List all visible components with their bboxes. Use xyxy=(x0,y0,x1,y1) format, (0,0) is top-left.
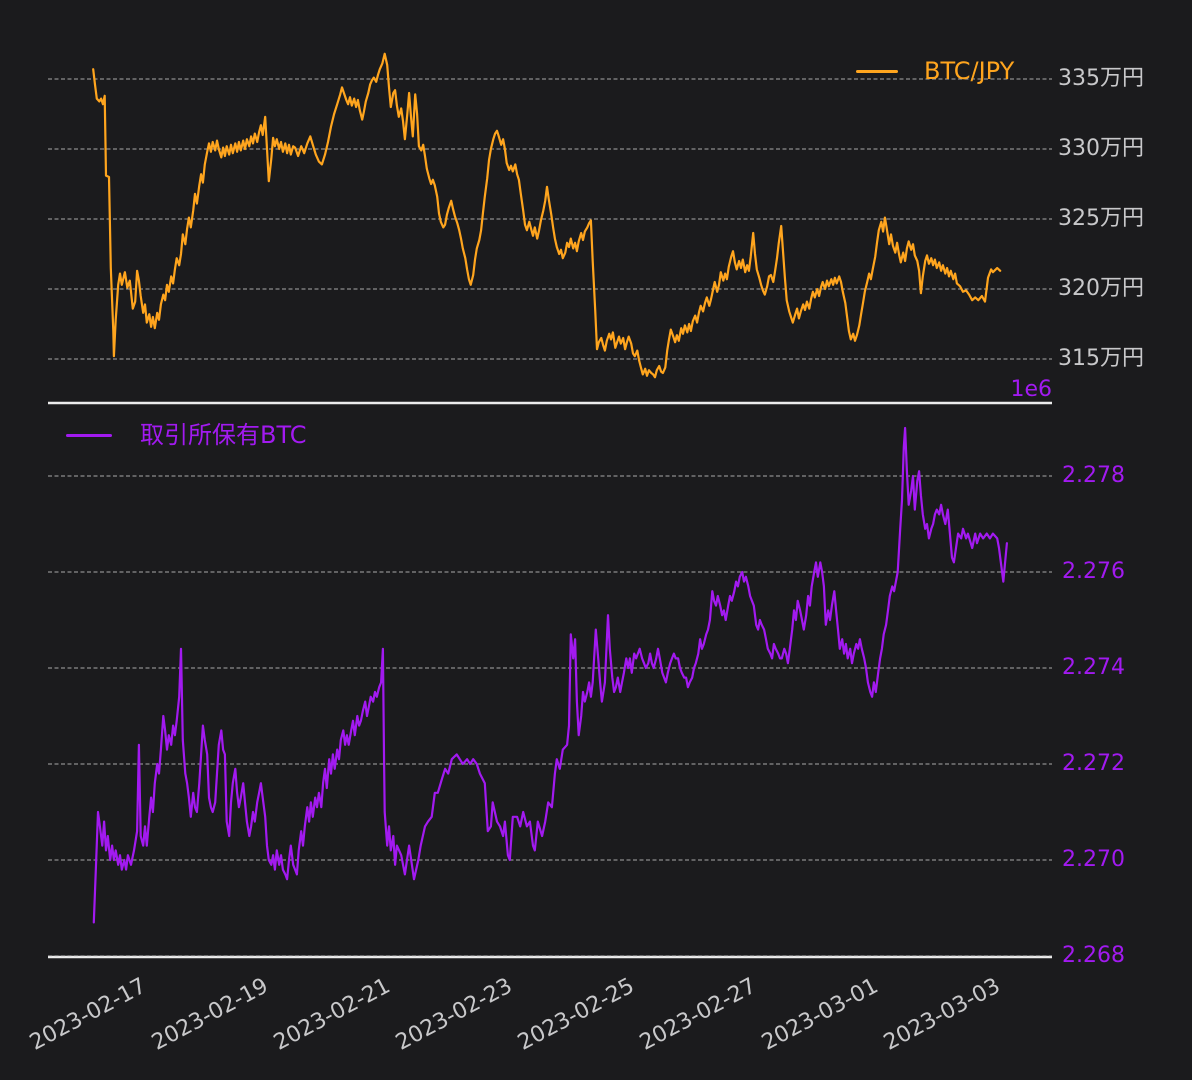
bottom-ytick-2278: 2.278 xyxy=(1062,463,1125,488)
legend-exchange-btc: 取引所保有BTC xyxy=(66,421,306,449)
BTC/JPY-series-line xyxy=(92,52,1002,379)
btcjpy-legend-swatch xyxy=(856,69,898,73)
y-axis-offset-label: 1e6 xyxy=(1010,377,1052,402)
top-ytick-325: 325万円 xyxy=(1058,206,1144,231)
取引所保有BTC-series-line xyxy=(92,426,1009,924)
bottom-ytick-2274: 2.274 xyxy=(1062,655,1125,680)
btcjpy-legend-label: BTC/JPY xyxy=(924,57,1015,85)
bottom-ytick-2270: 2.270 xyxy=(1062,847,1125,872)
bottom-ytick-2268: 2.268 xyxy=(1062,943,1125,968)
exchange-btc-legend-swatch xyxy=(66,433,112,437)
top-ytick-330: 330万円 xyxy=(1058,136,1144,161)
top-ytick-315: 315万円 xyxy=(1058,346,1144,371)
bottom-ytick-2276: 2.276 xyxy=(1062,559,1125,584)
legend-btcjpy: BTC/JPY xyxy=(856,57,1014,85)
top-ytick-335: 335万円 xyxy=(1058,66,1144,91)
top-ytick-320: 320万円 xyxy=(1058,276,1144,301)
bottom-ytick-2272: 2.272 xyxy=(1062,751,1125,776)
exchange-btc-legend-label: 取引所保有BTC xyxy=(140,421,307,449)
